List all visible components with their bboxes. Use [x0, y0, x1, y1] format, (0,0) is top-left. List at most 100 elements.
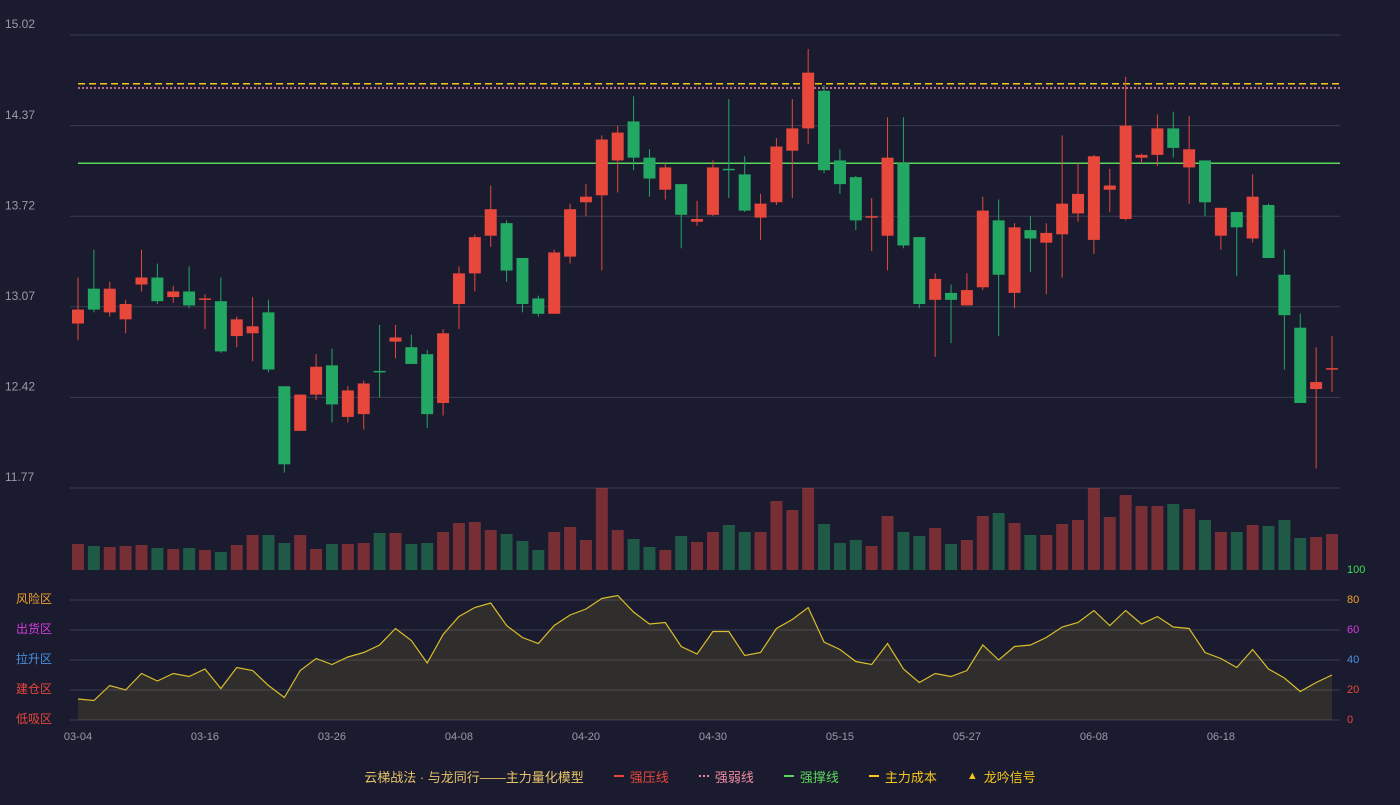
volume-bar: [1246, 525, 1259, 570]
x-tick-label: 05-15: [826, 731, 854, 743]
volume-bar: [1087, 488, 1100, 570]
y-tick-label: 11.77: [5, 470, 34, 484]
candle-body: [1167, 128, 1180, 148]
candle-body: [72, 309, 84, 324]
legend-label: 强压线: [629, 769, 669, 785]
volume-bar: [135, 545, 148, 570]
candle-body: [437, 333, 450, 403]
candle-body: [87, 288, 100, 310]
volume-bar: [960, 540, 973, 570]
volume-bar: [643, 547, 656, 570]
volume-bar: [532, 550, 545, 570]
volume-bar: [976, 516, 989, 570]
y2-tick-label: 20: [1347, 684, 1359, 696]
candle-body: [1230, 212, 1243, 228]
candle-body: [706, 167, 719, 215]
legend-item: 强压线: [613, 767, 669, 786]
x-tick-label: 03-04: [64, 731, 92, 743]
candle-body: [675, 184, 688, 215]
candle-body: [691, 218, 704, 222]
x-tick-label: 03-26: [318, 731, 346, 743]
x-tick-label: 06-18: [1207, 731, 1235, 743]
candle-body: [373, 370, 386, 373]
volume-bar: [1103, 517, 1116, 570]
candle-body: [881, 157, 894, 236]
candle-body: [452, 273, 465, 305]
y-tick-label: 14.37: [5, 108, 35, 122]
volume-bar: [421, 543, 434, 570]
volume-bar: [627, 539, 640, 570]
candle-body: [516, 258, 529, 305]
candle-body: [643, 157, 656, 179]
volume-bar: [1199, 520, 1212, 570]
volume-bar: [945, 544, 958, 570]
candle-body: [405, 347, 418, 364]
volume-bar: [691, 542, 704, 570]
volume-bar: [1024, 535, 1037, 570]
volume-bar: [722, 525, 735, 570]
volume-bar: [183, 548, 196, 570]
volume-bar: [929, 528, 942, 570]
y2-tick-label: 0: [1347, 714, 1353, 726]
candle-body: [1056, 203, 1069, 235]
volume-bar: [913, 536, 926, 570]
volume-bar: [1310, 537, 1323, 570]
volume-bar: [452, 523, 465, 570]
legend-label: 龙吟信号: [983, 769, 1036, 785]
legend: 云梯战法 · 与龙同行——主力量化模型 强压线 强弱线 强撑线 主力成本 ▲ 龙吟信号: [0, 764, 1400, 788]
candle-body: [1278, 274, 1291, 316]
volume-bar: [881, 516, 894, 570]
volume-bar: [1183, 509, 1196, 570]
volume-bar: [818, 524, 831, 570]
y-tick-label: 13.07: [5, 289, 35, 303]
candle-body: [167, 291, 180, 298]
volume-bar: [405, 544, 418, 570]
candle-body: [198, 298, 211, 300]
legend-item: 强弱线: [698, 767, 754, 786]
volume-bar: [262, 535, 275, 570]
candle-body: [421, 354, 434, 415]
candle-body: [564, 209, 577, 257]
volume-bar: [294, 535, 307, 570]
volume-bar: [516, 541, 529, 570]
volume-bar: [849, 540, 862, 570]
candle-body: [183, 291, 196, 306]
candle-body: [786, 128, 799, 151]
candle-body: [1024, 230, 1037, 239]
volume-bar: [865, 546, 878, 570]
volume-bar: [72, 544, 84, 570]
volume-bar: [548, 532, 561, 570]
candle-body: [1326, 368, 1338, 370]
candle-body: [579, 196, 592, 203]
volume-bar: [675, 536, 688, 570]
volume-bar: [1278, 520, 1291, 570]
y-tick-label: 13.72: [5, 198, 35, 212]
candle-body: [849, 177, 862, 221]
candle-body: [246, 326, 259, 334]
candle-body: [341, 390, 354, 417]
volume-bar: [1167, 504, 1180, 570]
volume-bar: [1326, 534, 1338, 570]
candle-body: [802, 72, 815, 129]
candle-body: [1103, 185, 1116, 190]
volume-bar: [1072, 520, 1085, 570]
candle-body: [548, 252, 561, 314]
candle-body: [1262, 205, 1275, 259]
volume-bar: [1135, 506, 1148, 570]
candle-body: [532, 298, 545, 314]
candle-body: [310, 366, 323, 395]
volume-bar: [595, 488, 608, 570]
volume-bar: [564, 527, 577, 570]
candle-body: [659, 167, 672, 190]
candle-body: [611, 132, 624, 161]
volume-bar: [611, 530, 624, 570]
y2-tick-label: 80: [1347, 594, 1359, 606]
candle-body: [818, 90, 831, 171]
candle-body: [1072, 193, 1085, 214]
legend-swatch: [698, 775, 709, 777]
volume-bar: [802, 488, 815, 570]
volume-bar: [167, 549, 180, 570]
volume-bar: [198, 550, 211, 570]
legend-item: 强撑线: [783, 767, 839, 786]
